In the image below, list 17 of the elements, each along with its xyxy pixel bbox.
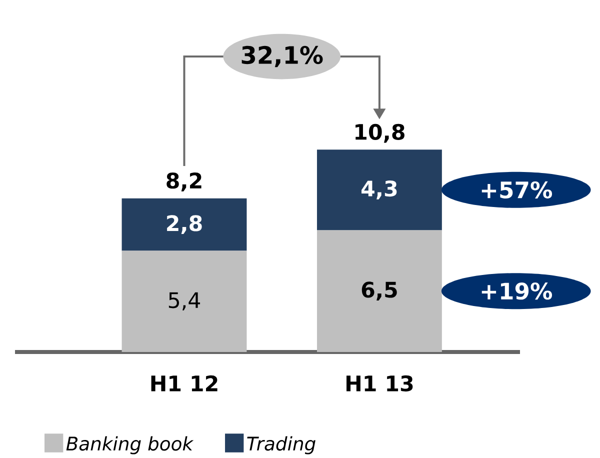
x-tick-label: H1 12 (151, 375, 218, 392)
bar (316, 230, 442, 352)
data-label: 2,8 (167, 215, 202, 234)
data-label: 6,5 (362, 282, 397, 301)
total-label: 10,8 (356, 124, 404, 143)
legend-label: Trading (247, 436, 316, 454)
text: 32,1% (242, 46, 323, 68)
total-label: 8,2 (166, 172, 202, 192)
legend-label: Banking book (66, 436, 194, 454)
annotation: +57% (482, 181, 552, 199)
data-label: 5,4 (168, 292, 200, 311)
x-tick-label: H1 13 (346, 375, 413, 392)
bar (122, 250, 247, 352)
bar (122, 198, 247, 251)
data-label: 4,3 (362, 180, 397, 200)
annotation: +19% (482, 282, 552, 300)
bar (316, 150, 442, 230)
